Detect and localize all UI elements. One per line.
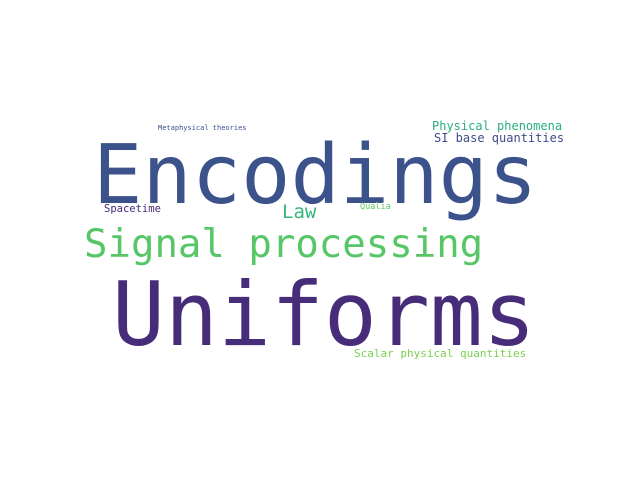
word-metaphysical-theories: Metaphysical theories bbox=[158, 124, 247, 132]
word-uniforms: Uniforms bbox=[112, 263, 536, 366]
word-law: Law bbox=[282, 201, 317, 223]
word-si-base-quantities: SI base quantities bbox=[434, 131, 565, 145]
word-encodings: Encodings bbox=[93, 128, 538, 223]
word-physical-phenomena: Physical phenomena bbox=[432, 119, 563, 133]
word-spacetime: Spacetime bbox=[104, 203, 161, 215]
word-signal-processing: Signal processing bbox=[84, 222, 484, 267]
word-scalar-physical-quantities: Scalar physical quantities bbox=[354, 347, 527, 360]
word-qualia: Qualia bbox=[360, 202, 391, 212]
